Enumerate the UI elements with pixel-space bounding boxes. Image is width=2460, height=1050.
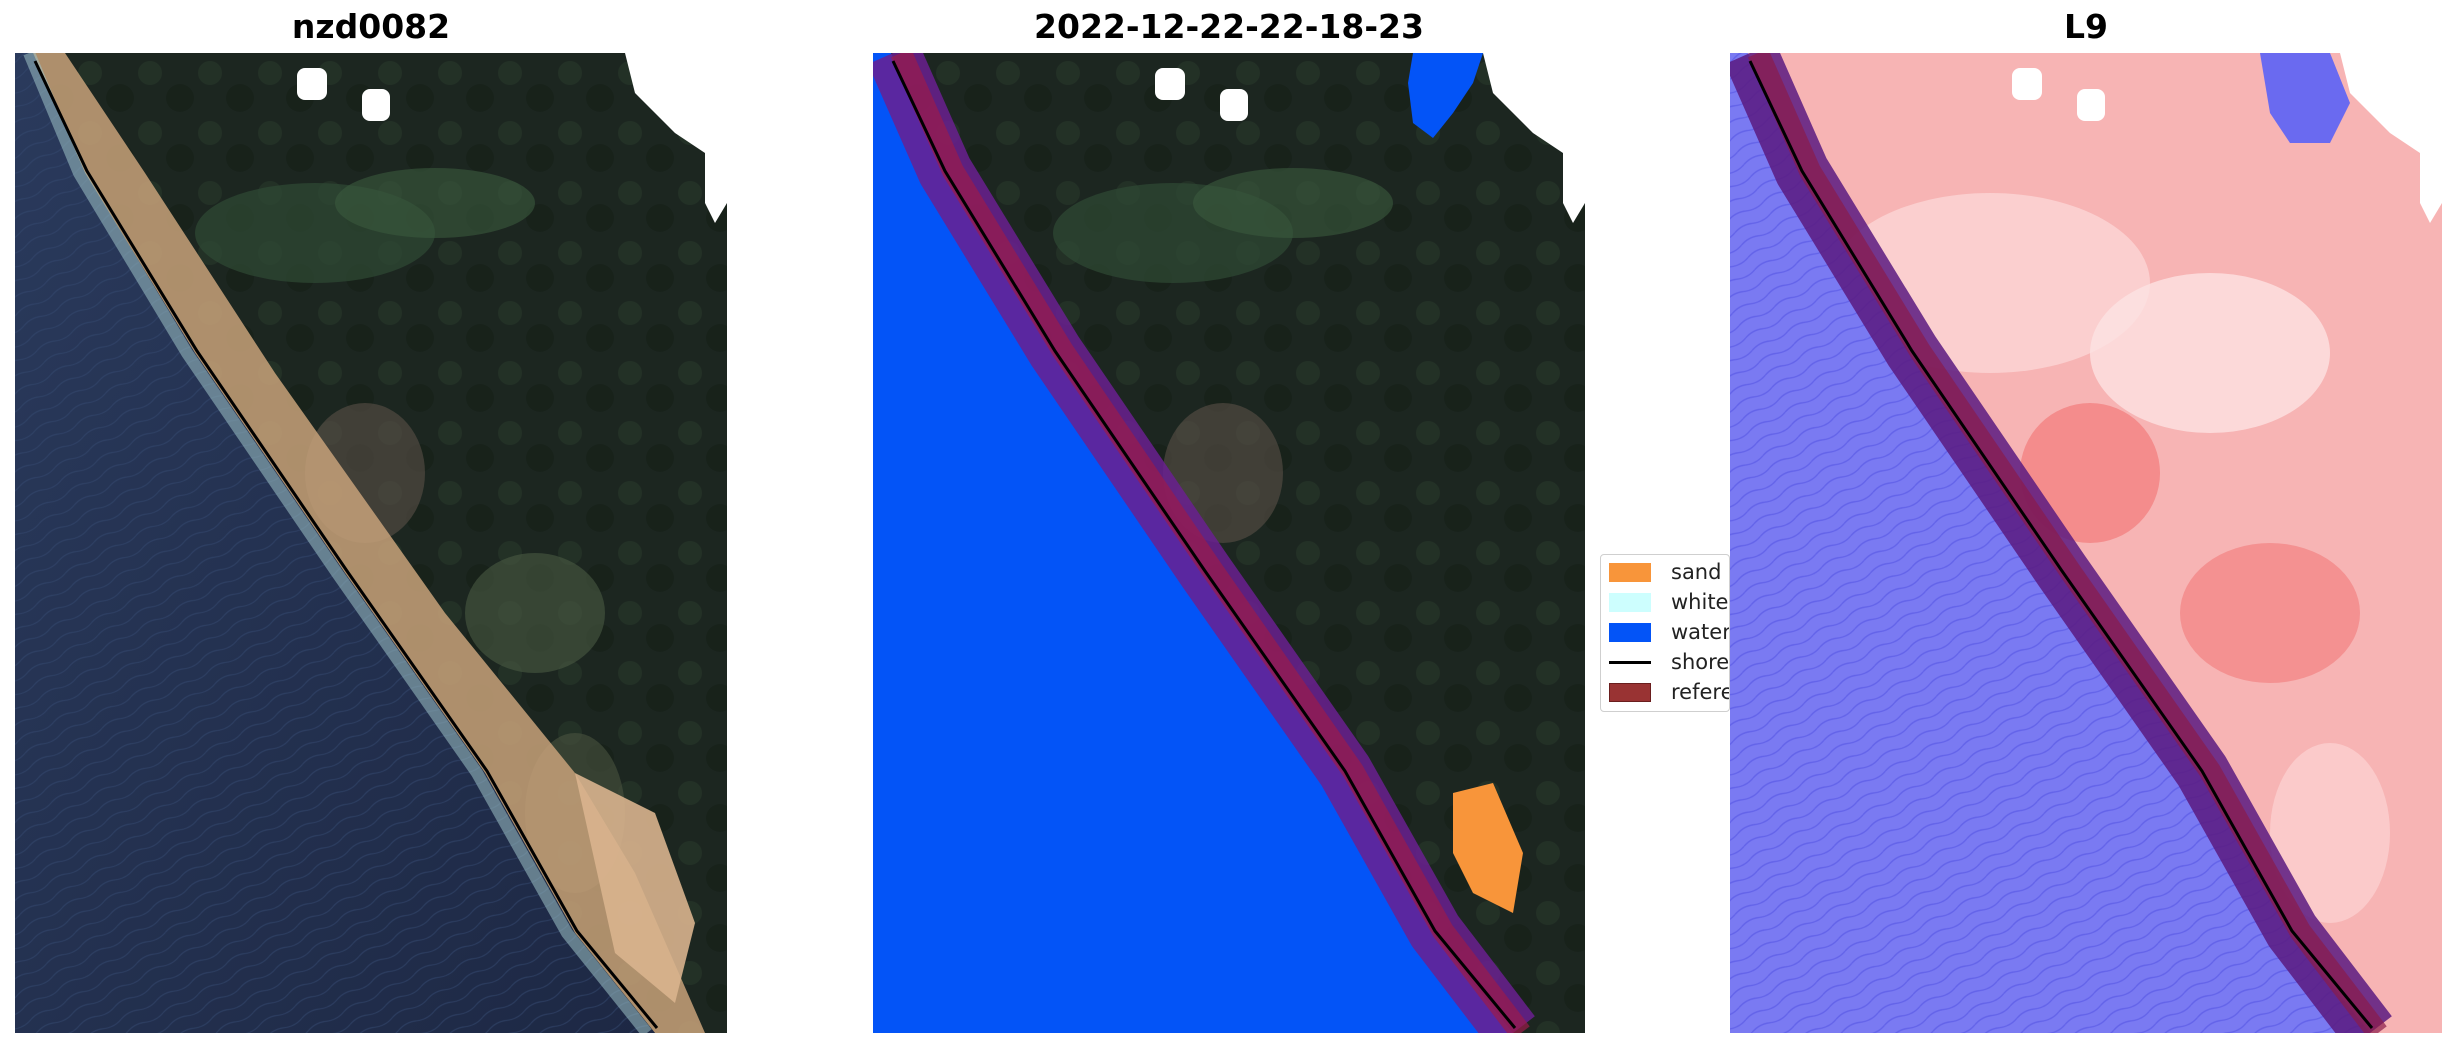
legend-label-shoreline: shoreline (1671, 650, 1730, 674)
sand-class-area (1453, 783, 1523, 913)
panel-title-classified: 2022-12-22-22-18-23 (1034, 7, 1424, 46)
classified-image (873, 53, 1585, 1033)
legend-label-sand: sand (1671, 560, 1722, 584)
water-class-area (873, 53, 1513, 1033)
beach-strip (33, 53, 705, 1033)
legend-label-water: water (1671, 620, 1730, 644)
legend-label-reference: reference (1671, 680, 1729, 704)
shoreline-line (33, 60, 659, 1029)
index-image (1730, 53, 2442, 1033)
water-swatch (1609, 622, 1651, 642)
legend-item-reference: reference (1609, 679, 1729, 705)
shoreline-swatch (1609, 660, 1651, 664)
panel-title-index: L9 (2064, 7, 2108, 46)
legend-item-shoreline: shoreline (1609, 649, 1730, 675)
rgb-satellite-image (15, 53, 727, 1033)
legend-item-sand: sand (1609, 559, 1721, 585)
legend-item-water: water (1609, 619, 1730, 645)
sand-swatch (1609, 562, 1651, 582)
whitewater-swatch (1609, 592, 1651, 612)
panel-title-rgb: nzd0082 (291, 7, 451, 46)
reference-swatch (1609, 682, 1651, 702)
